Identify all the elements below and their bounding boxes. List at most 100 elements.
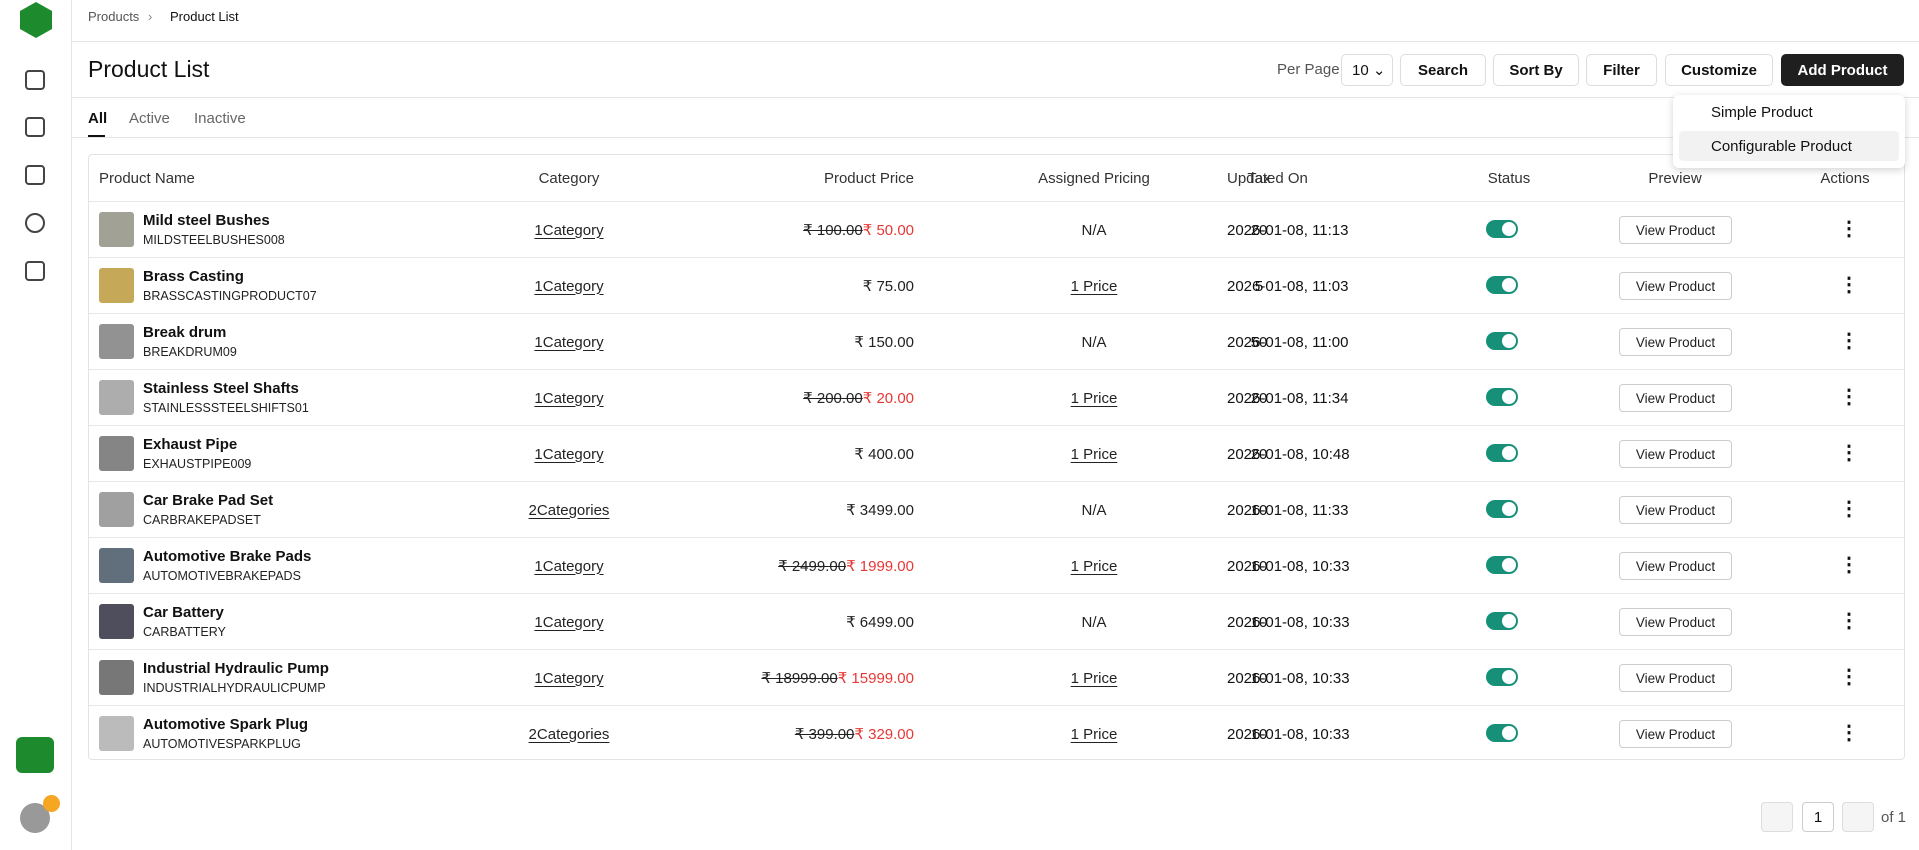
assigned-pricing[interactable]: 1 Price [1070, 725, 1118, 743]
tab-active[interactable]: Active [129, 110, 170, 127]
status-toggle[interactable] [1486, 556, 1518, 574]
view-product-button[interactable]: View Product [1619, 720, 1732, 748]
view-product-button[interactable]: View Product [1619, 440, 1732, 468]
filter-button[interactable]: Filter [1586, 54, 1657, 86]
table-row: Automotive Spark Plug AUTOMOTIVESPARKPLUG… [89, 705, 1904, 762]
logo[interactable] [20, 2, 52, 38]
nav-reports[interactable] [25, 261, 45, 281]
per-page-select[interactable]: 10 ⌄ [1341, 54, 1393, 86]
menu-item[interactable]: Simple Product [1711, 104, 1813, 121]
current-price: ₹ 150.00 [854, 334, 914, 351]
status-toggle[interactable] [1486, 332, 1518, 350]
view-product-button[interactable]: View Product [1619, 272, 1732, 300]
updated-on: 2026-01-08, 10:33 [1227, 613, 1350, 631]
status-toggle[interactable] [1486, 388, 1518, 406]
updated-on: 2026-01-08, 11:33 [1227, 501, 1349, 519]
assigned-pricing[interactable]: 1 Price [1070, 557, 1118, 575]
product-name[interactable]: Automotive Brake Pads [143, 548, 312, 565]
status-toggle[interactable] [1486, 668, 1518, 686]
assigned-pricing[interactable]: 1 Price [1070, 445, 1118, 463]
status-toggle[interactable] [1486, 500, 1518, 518]
prev-page[interactable] [1761, 802, 1793, 832]
tab-inactive[interactable]: Inactive [194, 110, 246, 127]
view-product-button[interactable]: View Product [1619, 384, 1732, 412]
status-toggle[interactable] [1486, 444, 1518, 462]
view-product-button[interactable]: View Product [1619, 608, 1732, 636]
nav-customers[interactable] [25, 213, 45, 233]
actions-menu[interactable]: ⋮ [1839, 610, 1859, 632]
actions-menu[interactable]: ⋮ [1839, 722, 1859, 744]
category-link[interactable]: 1Category [534, 221, 604, 239]
assigned-pricing[interactable]: 1 Price [1070, 389, 1118, 407]
assigned-pricing[interactable]: 1 Price [1070, 277, 1118, 295]
actions-menu[interactable]: ⋮ [1839, 386, 1859, 408]
assigned-pricing[interactable]: 1 Price [1070, 669, 1118, 687]
product-name[interactable]: Industrial Hydraulic Pump [143, 660, 329, 677]
category-link[interactable]: 1Category [534, 557, 604, 575]
actions-menu[interactable]: ⋮ [1839, 218, 1859, 240]
toggle-knob [1502, 334, 1516, 348]
current-price: ₹ 75.00 [862, 278, 914, 295]
product-name[interactable]: Break drum [143, 324, 227, 341]
nav-orders[interactable] [25, 165, 45, 185]
table-row: Automotive Brake Pads AUTOMOTIVEBRAKEPADS… [89, 537, 1904, 594]
category-link[interactable]: 1Category [534, 669, 604, 687]
menu-item[interactable]: Configurable Product [1711, 138, 1852, 155]
customize-button[interactable]: Customize [1665, 54, 1773, 86]
current-price: ₹ 20.00 [862, 390, 914, 407]
status-toggle[interactable] [1486, 724, 1518, 742]
actions-menu[interactable]: ⋮ [1839, 498, 1859, 520]
category-link[interactable]: 2Categories [528, 725, 610, 743]
nav-products[interactable] [25, 117, 45, 137]
category-link[interactable]: 1Category [534, 277, 604, 295]
product-name[interactable]: Automotive Spark Plug [143, 716, 309, 733]
product-name[interactable]: Car Battery [143, 604, 224, 621]
product-image [99, 716, 134, 751]
product-name[interactable]: Stainless Steel Shafts [143, 380, 299, 397]
product-sku: CARBRAKEPADSET [143, 513, 261, 527]
actions-menu[interactable]: ⋮ [1839, 274, 1859, 296]
category-link[interactable]: 1Category [534, 333, 604, 351]
actions-menu[interactable]: ⋮ [1839, 330, 1859, 352]
updated-on: 2026-01-08, 11:03 [1227, 277, 1349, 295]
view-product-button[interactable]: View Product [1619, 664, 1732, 692]
sort-button[interactable]: Sort By [1493, 54, 1579, 86]
actions-menu[interactable]: ⋮ [1839, 554, 1859, 576]
product-sku: AUTOMOTIVEBRAKEPADS [143, 569, 301, 583]
add-product-button[interactable]: Add Product [1781, 54, 1904, 86]
category-link[interactable]: 1Category [534, 445, 604, 463]
assigned-pricing: N/A [1081, 613, 1107, 631]
actions-menu[interactable]: ⋮ [1839, 442, 1859, 464]
page-number[interactable]: 1 [1802, 802, 1834, 832]
status-toggle[interactable] [1486, 276, 1518, 294]
product-image [99, 268, 134, 303]
column-header: Status [1487, 169, 1531, 187]
column-header: Product Price [823, 169, 914, 187]
price: ₹ 400.00 [854, 426, 914, 482]
tab-all[interactable]: All [88, 110, 108, 127]
price: ₹ 399.00 ₹ 329.00 [795, 706, 914, 762]
language-button[interactable] [16, 737, 54, 773]
category-link[interactable]: 1Category [534, 613, 604, 631]
view-product-button[interactable]: View Product [1619, 328, 1732, 356]
product-sku: BREAKDRUM09 [143, 345, 237, 359]
product-name[interactable]: Mild steel Bushes [143, 212, 270, 229]
product-name[interactable]: Brass Casting [143, 268, 244, 285]
view-product-button[interactable]: View Product [1619, 552, 1732, 580]
category-link[interactable]: 1Category [534, 389, 604, 407]
category-link[interactable]: 2Categories [528, 501, 610, 519]
product-name[interactable]: Car Brake Pad Set [143, 492, 274, 509]
status-toggle[interactable] [1486, 220, 1518, 238]
view-product-button[interactable]: View Product [1619, 496, 1732, 524]
column-header: Category [538, 169, 600, 187]
next-page[interactable] [1842, 802, 1874, 832]
status-toggle[interactable] [1486, 612, 1518, 630]
actions-menu[interactable]: ⋮ [1839, 666, 1859, 688]
view-product-button[interactable]: View Product [1619, 216, 1732, 244]
column-header: Actions [1820, 169, 1870, 187]
breadcrumb-link[interactable]: Products [88, 9, 140, 24]
current-price: ₹ 1999.00 [846, 558, 914, 575]
search-button[interactable]: Search [1400, 54, 1486, 86]
product-name[interactable]: Exhaust Pipe [143, 436, 238, 453]
nav-dashboard[interactable] [25, 70, 45, 90]
